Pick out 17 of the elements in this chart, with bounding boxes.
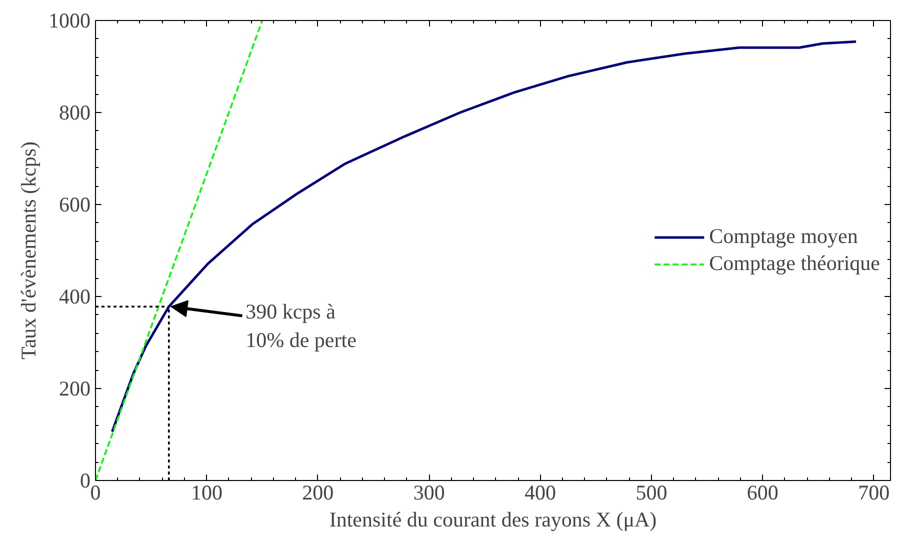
annotation: 390 kcps à 10% de perte	[246, 299, 356, 352]
y-tick-label: 800	[59, 100, 90, 124]
y-tick-label: 400	[59, 284, 90, 308]
y-tick-label: 1000	[48, 8, 90, 32]
legend-label: Comptage théorique	[709, 251, 880, 276]
x-tick-label: 500	[636, 480, 668, 504]
y-tick-label: 600	[59, 192, 90, 216]
legend-label: Comptage moyen	[709, 224, 858, 249]
x-tick-label: 600	[746, 480, 778, 504]
x-tick-label: 100	[190, 480, 222, 504]
x-tick-label: 200	[302, 480, 334, 504]
y-axis-title: Taux d'évènements (kcps)	[16, 141, 40, 360]
x-tick-label: 700	[858, 480, 890, 504]
x-tick-label: 300	[413, 480, 445, 504]
x-tick-label: 400	[524, 480, 556, 504]
x-axis-title: Intensité du courant des rayons X (μA)	[329, 508, 657, 532]
y-tick-label: 200	[59, 376, 90, 400]
